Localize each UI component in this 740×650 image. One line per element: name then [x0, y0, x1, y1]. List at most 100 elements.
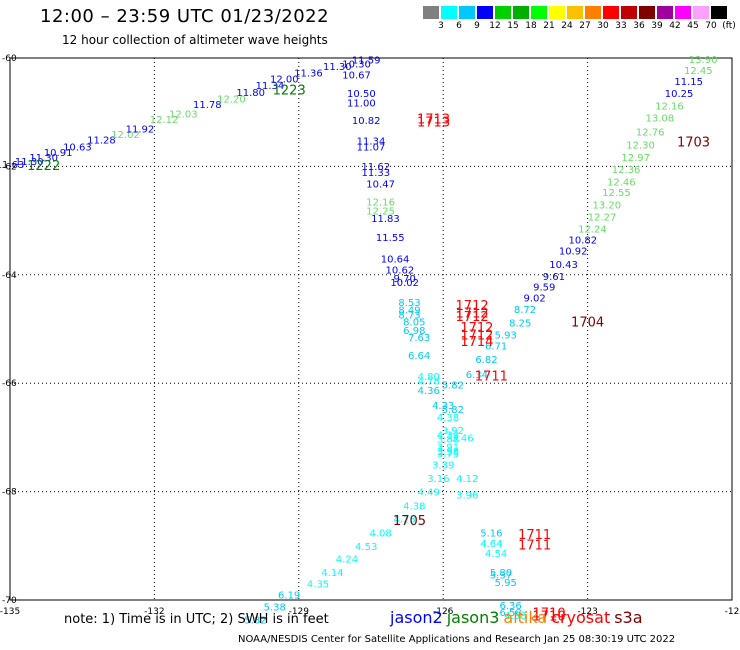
- wave-height-label: 11.55: [376, 233, 405, 244]
- y-tick-label: -62: [2, 162, 17, 172]
- wave-height-label: 4.54: [485, 549, 507, 560]
- legend-swatch: [711, 6, 727, 19]
- x-tick-label: -126: [433, 607, 454, 617]
- wave-height-label: 10.82: [352, 116, 381, 127]
- legend-swatch: [549, 6, 565, 19]
- wave-height-label: 11.30: [29, 153, 58, 164]
- wave-height-label: 11.07: [357, 142, 386, 153]
- wave-height-label: 13.90: [689, 55, 718, 66]
- pass-time-label: 1705: [393, 514, 426, 529]
- wave-height-label: 9.59: [533, 283, 555, 294]
- wave-height-label: 4.12: [456, 474, 478, 485]
- wave-height-label: 5.82: [244, 616, 266, 627]
- legend-label: 39: [651, 21, 663, 31]
- pass-time-label: 1712: [460, 328, 493, 343]
- wave-height-label: 4.78: [418, 376, 440, 387]
- wave-height-label: 7.63: [408, 333, 430, 344]
- wave-height-label: 9.70: [394, 274, 416, 285]
- wave-height-label: 12.16: [655, 102, 684, 113]
- wave-height-label: 12.97: [621, 153, 650, 164]
- wave-height-label: 3.16: [427, 474, 449, 485]
- legend-label: 18: [525, 21, 537, 31]
- legend-label: 36: [633, 21, 645, 31]
- wave-height-label: 11.80: [236, 88, 265, 99]
- wave-height-label: 13.08: [645, 114, 674, 125]
- pass-time-label: 1712: [456, 299, 489, 314]
- legend-swatch: [441, 6, 457, 19]
- wave-height-label: 12.46: [607, 178, 636, 189]
- legend-swatch: [531, 6, 547, 19]
- wave-height-label: 11.62: [361, 162, 390, 173]
- legend-swatch: [495, 6, 511, 19]
- wave-height-label: 11.92: [126, 124, 155, 135]
- wave-height-label: 5.93: [495, 330, 517, 341]
- wave-height-label: 8.05: [403, 317, 425, 328]
- wave-height-label: 11.00: [347, 98, 376, 109]
- wave-height-label: 3.39: [432, 461, 454, 472]
- legend-label: 12: [489, 21, 501, 31]
- legend-swatch: [477, 6, 493, 19]
- credit-line: NOAA/NESDIS Center for Satellite Applica…: [238, 634, 676, 645]
- wave-height-label: 5.80: [490, 568, 512, 579]
- wave-height-label: 5.82: [442, 405, 464, 416]
- wave-height-label: 4.14: [321, 568, 343, 579]
- wave-height-label: 12.25: [366, 206, 395, 217]
- wave-height-label: 8.53: [398, 298, 420, 309]
- wave-height-label: 11.33: [361, 168, 390, 179]
- wave-height-label: 10.91: [44, 148, 73, 159]
- legend-swatch: [513, 6, 529, 19]
- wave-height-label: 10.02: [390, 278, 419, 289]
- legend-label: 30: [597, 21, 609, 31]
- wave-height-label: 4.23: [394, 515, 416, 526]
- wave-height-label: 13.20: [593, 200, 622, 211]
- legend-label: 33: [615, 21, 627, 31]
- wave-height-label: 5.82: [442, 380, 464, 391]
- wave-height-label: 10.62: [386, 265, 415, 276]
- pass-time-label: 1712: [456, 310, 489, 325]
- pass-time-label: 1712: [456, 307, 489, 322]
- wave-height-label: 12.02: [111, 130, 140, 141]
- wave-height-label: 12.20: [217, 95, 246, 106]
- wave-height-label: 11.28: [87, 135, 116, 146]
- pass-time-label: 1704: [571, 315, 604, 330]
- wave-height-label: 4.38: [437, 413, 459, 424]
- wave-height-label: 8.25: [509, 318, 531, 329]
- wave-height-label: 9.02: [524, 294, 546, 305]
- wave-height-label: 3.46: [451, 433, 473, 444]
- wave-height-label: 4.35: [307, 580, 329, 591]
- mission-label: cryosat: [551, 608, 611, 627]
- x-tick-label: -132: [144, 607, 164, 617]
- wave-height-label: 4.64: [480, 539, 502, 550]
- chart-subtitle: 12 hour collection of altimeter wave hei…: [62, 33, 328, 47]
- pass-time-label: 1711: [518, 539, 551, 554]
- wave-height-label: 10.67: [342, 70, 371, 81]
- wave-height-label: 12.12: [150, 115, 179, 126]
- wave-height-label: 4.49: [418, 488, 440, 499]
- wave-height-label: 6.58: [499, 608, 521, 619]
- x-tick-label: -129: [289, 607, 310, 617]
- wave-height-label: 12.76: [636, 128, 665, 139]
- legend-label: 70: [705, 21, 717, 31]
- pass-time-label: 1713: [417, 115, 450, 130]
- pass-time-label: 1222: [27, 159, 60, 174]
- wave-height-label: 10.64: [381, 255, 410, 266]
- wave-height-label: 12.36: [612, 165, 641, 176]
- mission-label: jason3: [446, 608, 500, 627]
- wave-height-label: 12.45: [684, 66, 713, 77]
- legend-swatch: [585, 6, 601, 19]
- wave-height-label: 8.73: [398, 310, 420, 321]
- legend-swatch: [423, 6, 439, 19]
- wave-height-label: 3.98: [437, 447, 459, 458]
- wave-height-label: 11.15: [674, 77, 703, 88]
- wave-height-label: 3.91: [437, 443, 459, 454]
- wave-height-label: 8.72: [514, 305, 536, 316]
- wave-height-label: 12.00: [270, 75, 299, 86]
- y-tick-label: -60: [2, 54, 17, 64]
- chart-title: 12:00 – 23:59 UTC 01/23/2022: [40, 6, 330, 27]
- pass-time-label: 1703: [677, 135, 710, 150]
- wave-height-label: 12.03: [169, 109, 198, 120]
- legend-swatch: [603, 6, 619, 19]
- wave-height-label: 12.24: [578, 225, 607, 236]
- legend-label: 42: [669, 21, 681, 31]
